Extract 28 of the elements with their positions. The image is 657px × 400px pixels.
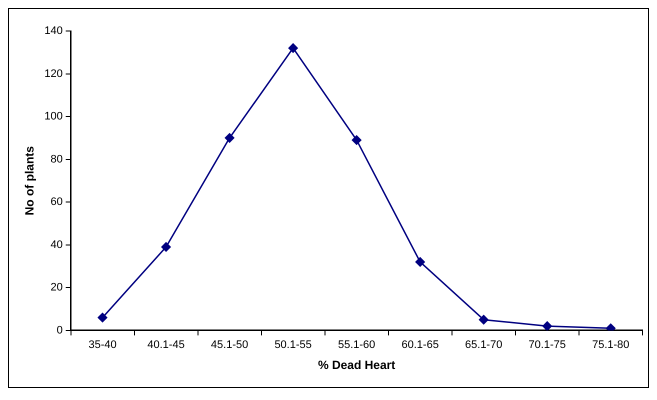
point	[415, 257, 425, 267]
x-tick-label: 50.1-55	[274, 339, 312, 352]
x-tick-label: 70.1-75	[528, 339, 566, 352]
point	[224, 133, 234, 143]
y-tick-label: 0	[56, 324, 63, 336]
x-tick-label: 40.1-45	[147, 339, 185, 352]
point	[288, 43, 298, 53]
point	[352, 135, 362, 145]
point	[161, 242, 171, 252]
x-tick-label: 45.1-50	[210, 339, 248, 352]
y-tick-label: 20	[50, 282, 63, 294]
point	[478, 314, 488, 324]
point	[606, 324, 616, 330]
y-tick-label: 120	[44, 68, 63, 80]
y-axis-title: No of plants	[22, 146, 37, 216]
x-tick-label: 35-40	[88, 339, 117, 352]
x-tick-label: 60.1-65	[402, 339, 439, 352]
y-tick-label: 40	[50, 238, 63, 251]
x-tick-label: 55.1-60	[338, 339, 376, 352]
y-tick-label: 100	[44, 110, 63, 123]
point	[542, 321, 552, 330]
y-tick-label: 60	[50, 196, 63, 208]
x-tick-label: 75.1-80	[592, 339, 630, 352]
x-axis-title: % Dead Heart	[318, 358, 396, 372]
y-tick-label: 140	[44, 25, 63, 38]
y-tick-label: 80	[50, 153, 63, 166]
point	[98, 312, 108, 322]
x-tick-label: 65.1-70	[465, 339, 502, 352]
